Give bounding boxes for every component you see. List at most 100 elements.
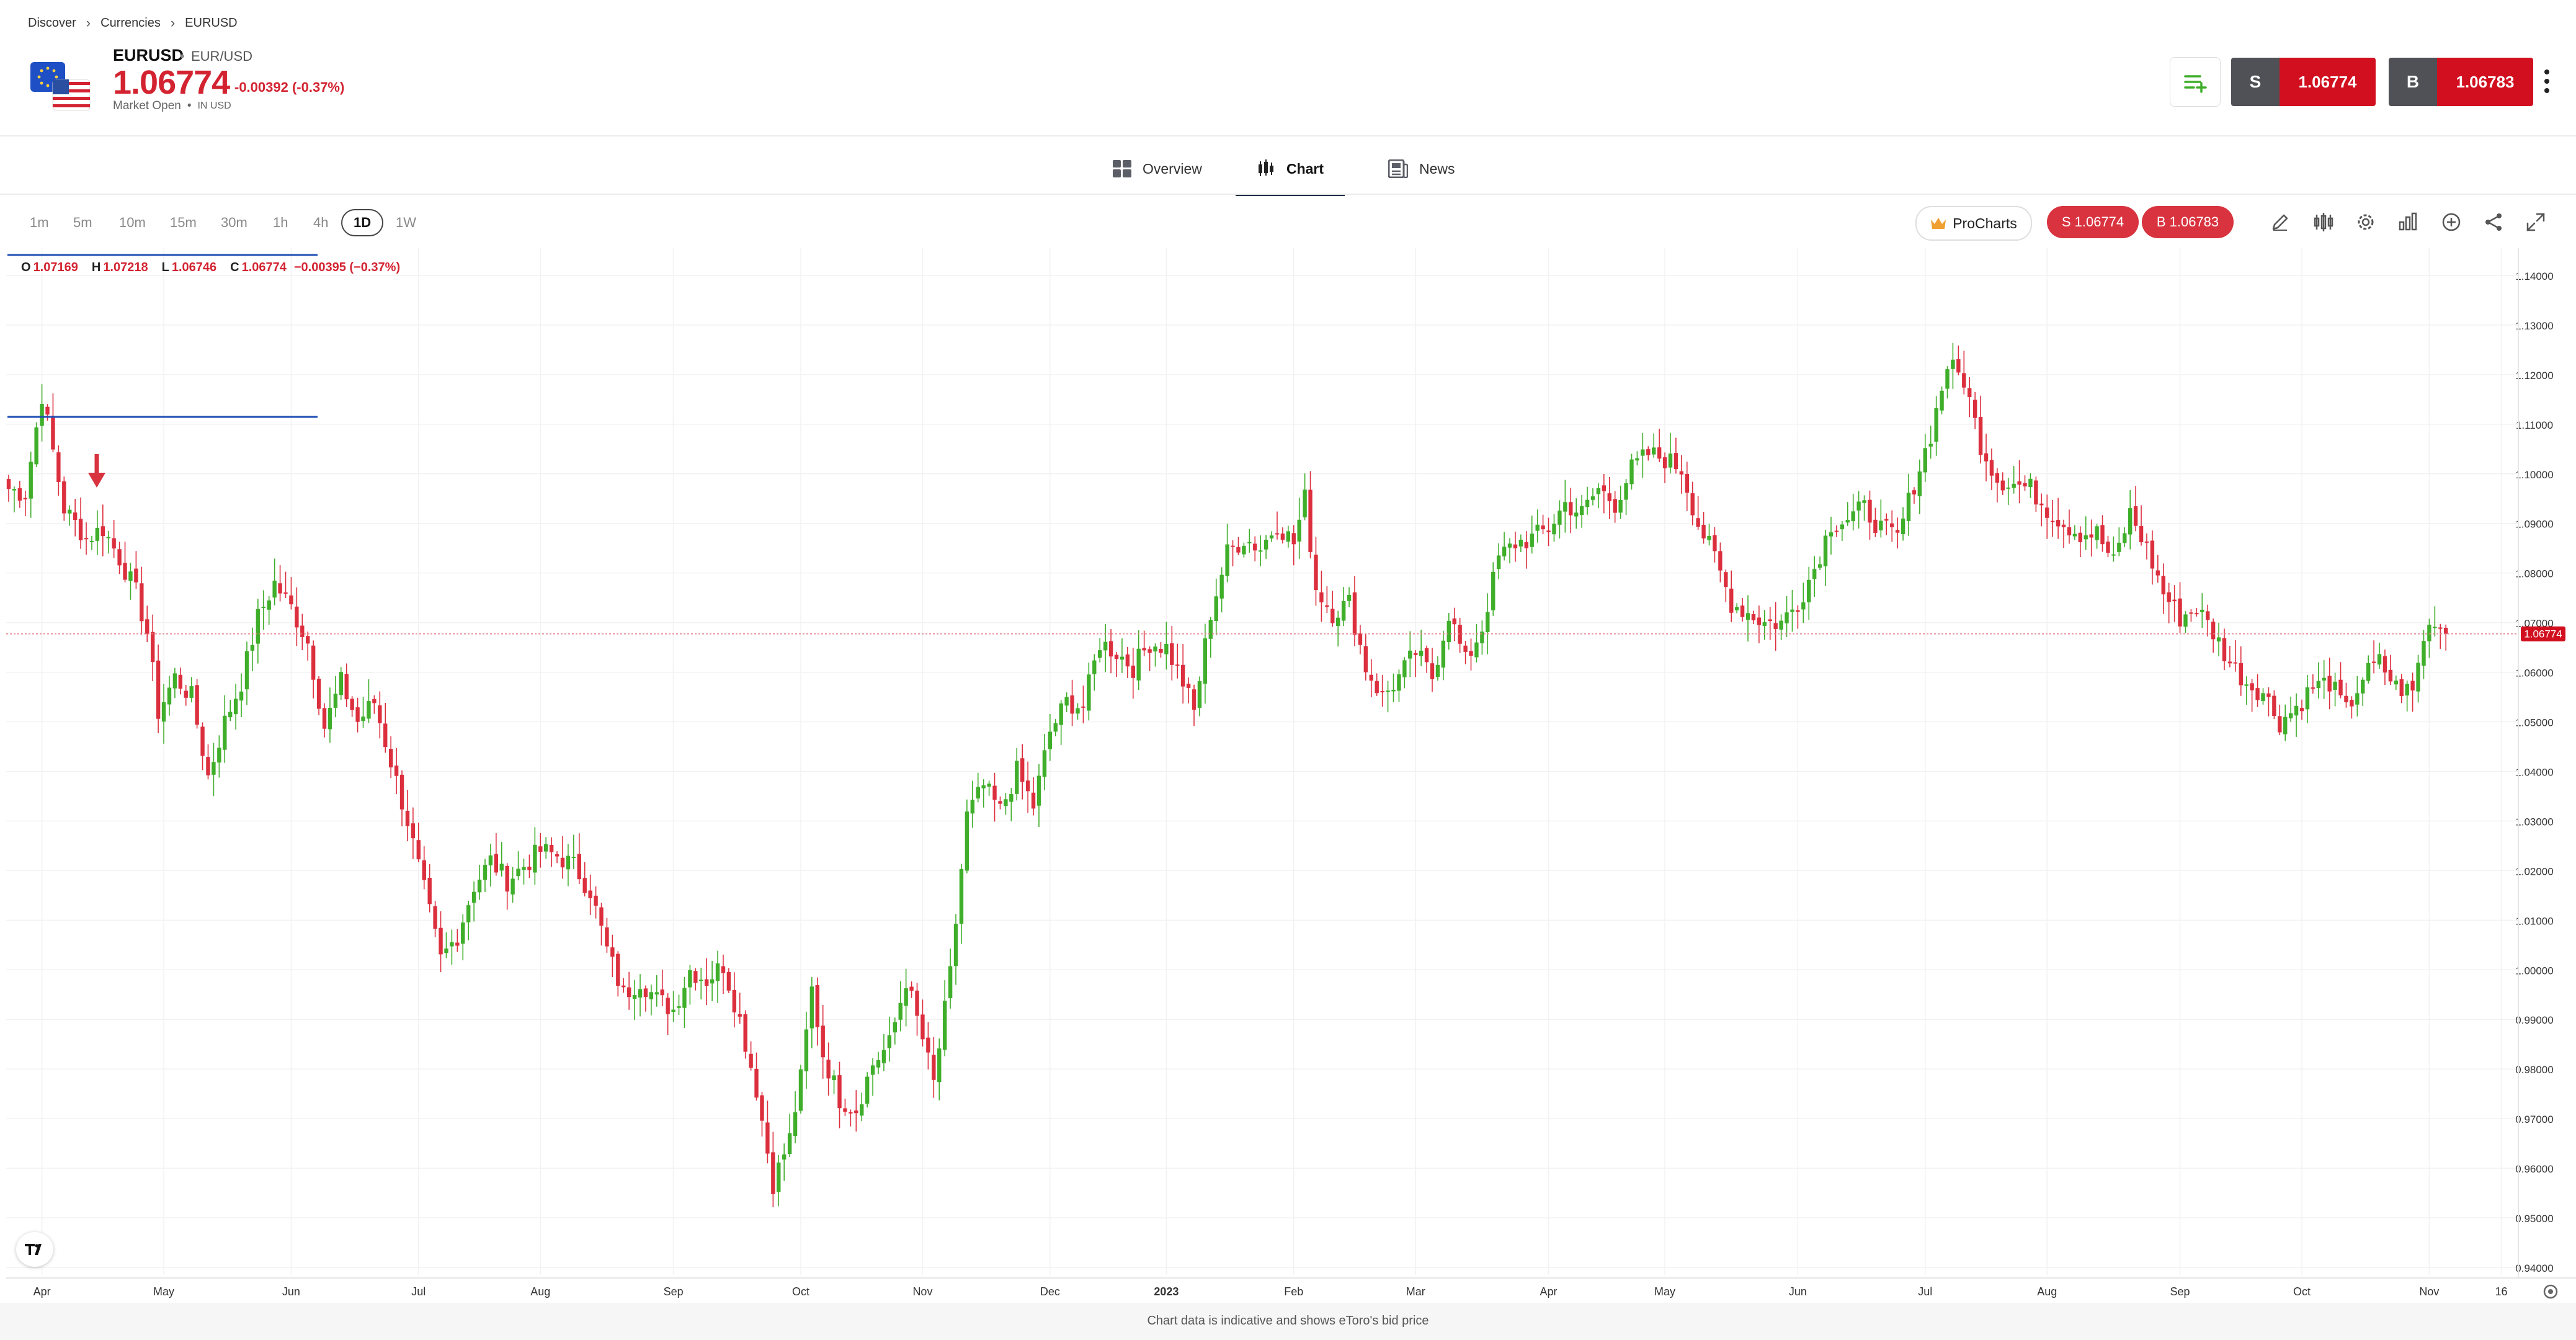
timeframe-1d[interactable]: 1D	[341, 208, 384, 237]
candle	[777, 1155, 781, 1207]
candle	[538, 833, 543, 868]
candle	[200, 722, 205, 770]
candle	[89, 535, 94, 550]
chart-type-icon[interactable]	[2396, 210, 2420, 234]
tradingview-logo[interactable]	[16, 1232, 53, 1267]
candle	[1541, 514, 1545, 535]
candle	[643, 985, 648, 1012]
pencil-icon[interactable]	[2268, 210, 2293, 234]
candle	[78, 497, 83, 549]
candle	[1574, 498, 1579, 529]
y-tick-label: 1.13000	[2515, 320, 2553, 332]
candle	[2278, 704, 2282, 736]
candle	[1098, 638, 1102, 663]
settings-icon[interactable]	[2353, 210, 2378, 234]
candle	[178, 668, 183, 695]
breadcrumb-discover[interactable]: Discover	[28, 16, 76, 30]
candle	[738, 993, 742, 1024]
candle	[826, 1042, 831, 1096]
header-divider	[0, 135, 2576, 136]
candle	[926, 1022, 930, 1070]
timeframe-10m[interactable]: 10m	[119, 215, 146, 230]
candle	[1347, 587, 1352, 607]
candle	[355, 697, 360, 733]
candle	[2250, 679, 2254, 712]
candle	[1607, 476, 1611, 519]
candle	[992, 772, 997, 822]
candle	[1352, 576, 1357, 646]
timeframe-1h[interactable]: 1h	[273, 215, 288, 230]
price-chart[interactable]: 1.14000 1.13000 1.12000 1.11000 1.10000 1.090…	[0, 248, 2576, 1315]
add-to-watchlist-button[interactable]	[2170, 57, 2221, 107]
candle	[322, 703, 327, 738]
candle	[654, 975, 659, 1007]
candle	[1263, 535, 1268, 559]
sell-pill-button[interactable]: S 1.06774	[2047, 206, 2139, 238]
tab-chart[interactable]: Chart	[1236, 144, 1345, 196]
ohlc-high: 1.07218	[103, 261, 148, 274]
newspaper-icon	[1388, 159, 1408, 178]
y-tick-label: 0.94000	[2515, 1262, 2553, 1274]
breadcrumb-currencies[interactable]: Currencies	[100, 16, 161, 30]
timeframe-1w[interactable]: 1W	[396, 215, 416, 230]
candle	[1901, 507, 1905, 541]
candle	[793, 1091, 798, 1143]
candle	[915, 983, 919, 1036]
candle	[510, 867, 515, 903]
share-icon[interactable]	[2481, 210, 2506, 234]
candle	[2167, 583, 2171, 623]
candle	[743, 1010, 747, 1059]
timeframe-5m[interactable]: 5m	[73, 215, 92, 230]
candle	[1734, 603, 1739, 614]
candle	[1164, 622, 1169, 670]
candle	[832, 1070, 836, 1094]
chart-footnote: Chart data is indicative and shows eToro…	[1147, 1314, 1429, 1328]
candle	[2294, 693, 2299, 737]
timeframe-1m[interactable]: 1m	[30, 215, 49, 230]
candle	[1474, 623, 1479, 663]
candle	[2150, 530, 2155, 585]
candle	[1972, 391, 1977, 429]
candle	[948, 949, 953, 1009]
x-tick-label: Sep	[664, 1285, 684, 1298]
candle	[965, 799, 969, 873]
candle	[2028, 473, 2033, 498]
sell-button[interactable]: S 1.06774	[2231, 58, 2376, 106]
candle	[56, 445, 61, 496]
candle	[660, 969, 664, 1006]
candle	[2338, 662, 2343, 699]
timeframe-30m[interactable]: 30m	[221, 215, 247, 230]
candle	[726, 968, 731, 993]
candle	[23, 490, 27, 517]
candle	[499, 842, 504, 877]
candle	[1397, 669, 1401, 702]
candle	[2288, 696, 2293, 722]
timeframe-15m[interactable]: 15m	[170, 215, 197, 230]
candle	[1192, 684, 1197, 726]
candle	[2133, 486, 2138, 532]
candle	[594, 886, 598, 919]
timeframe-4h[interactable]: 4h	[313, 215, 329, 230]
candle	[455, 929, 460, 952]
candle	[732, 972, 737, 1028]
candle	[29, 451, 33, 518]
candle	[68, 505, 72, 526]
indicators-icon[interactable]	[2311, 210, 2336, 234]
candle	[1186, 677, 1191, 704]
buy-pill-button[interactable]: B 1.06783	[2142, 206, 2234, 238]
more-options-icon[interactable]	[2543, 67, 2551, 96]
candle	[2344, 682, 2348, 708]
candle	[981, 779, 986, 808]
candle	[1108, 629, 1113, 674]
candle	[1917, 459, 1922, 514]
add-icon[interactable]	[2439, 210, 2464, 234]
candle	[527, 854, 532, 878]
fullscreen-icon[interactable]	[2523, 210, 2548, 234]
procharts-button[interactable]: ProCharts	[1915, 206, 2032, 241]
tab-news[interactable]: News	[1388, 144, 1455, 194]
candle	[2039, 493, 2044, 527]
buy-button[interactable]: B 1.06783	[2389, 58, 2533, 106]
candle	[250, 627, 255, 671]
candle	[140, 566, 144, 635]
tab-overview[interactable]: Overview	[1113, 144, 1202, 194]
